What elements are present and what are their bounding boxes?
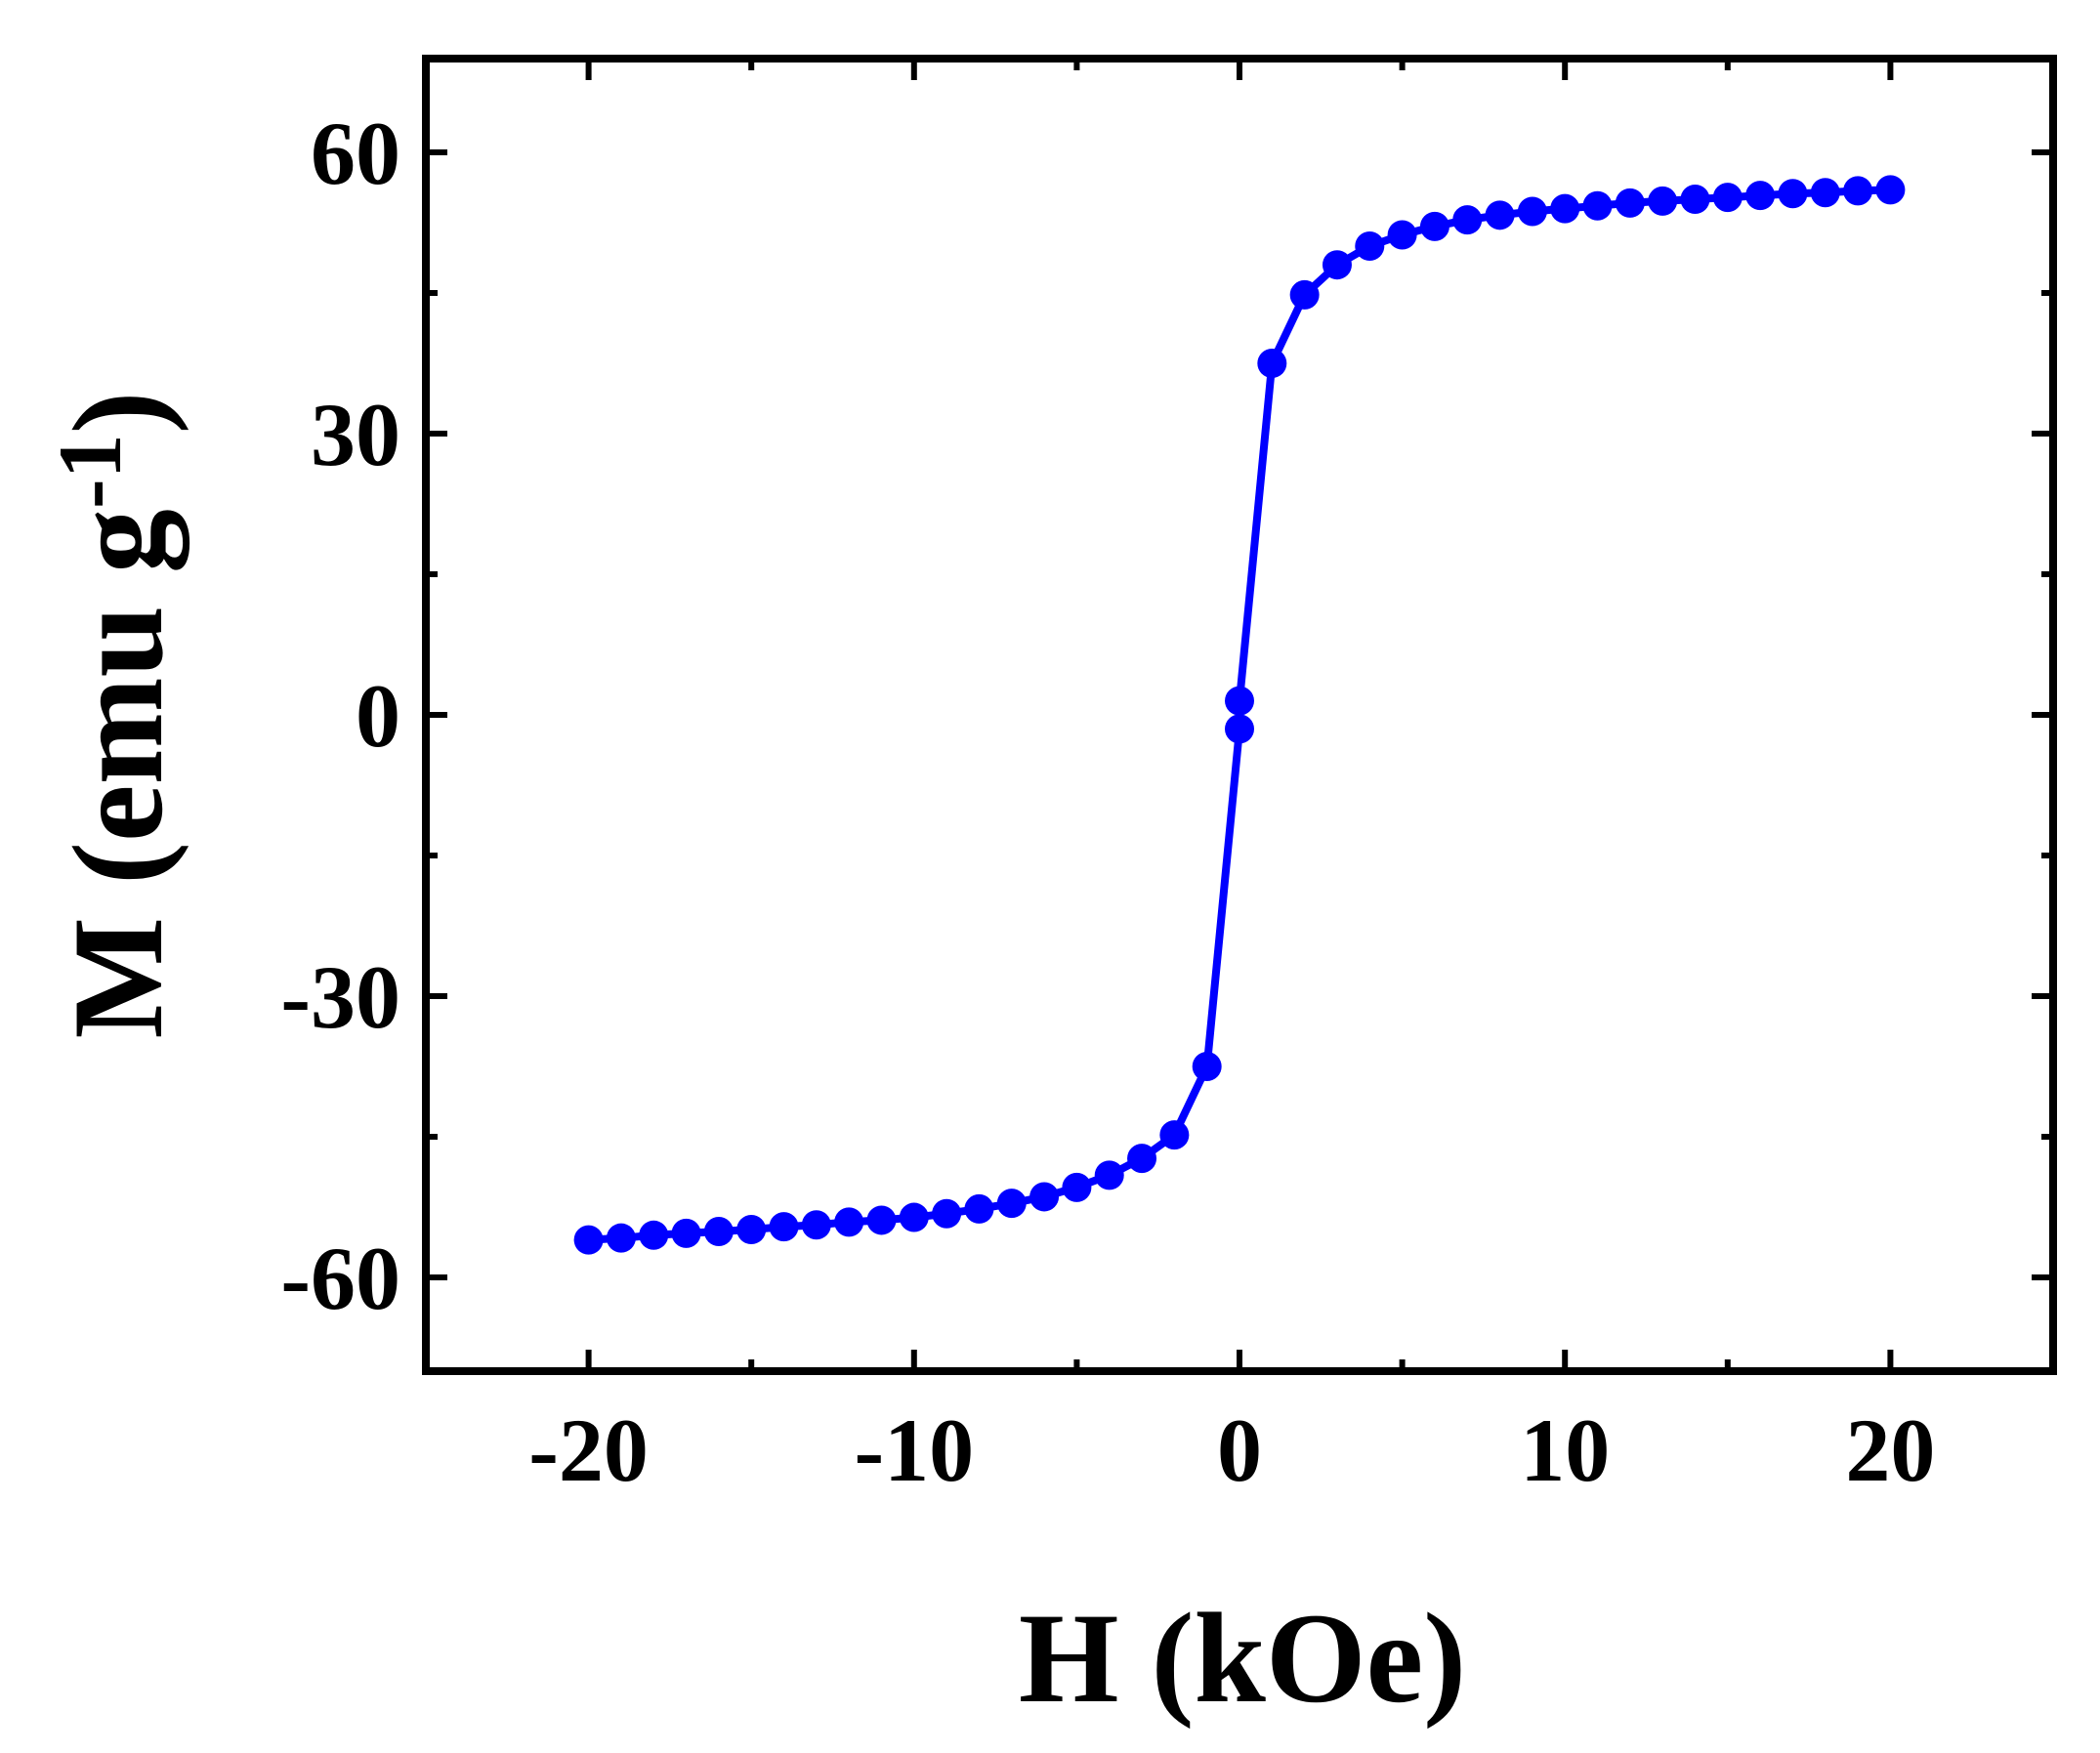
data-point: [1257, 349, 1287, 378]
data-point: [1843, 176, 1873, 206]
data-point: [1225, 714, 1254, 744]
data-point: [1029, 1182, 1060, 1212]
data-series: [573, 175, 1906, 1255]
data-point: [1452, 205, 1483, 235]
data-point: [932, 1198, 962, 1229]
data-point: [1648, 186, 1678, 216]
data-point: [1322, 250, 1352, 280]
x-tick-label: 0: [1217, 1400, 1262, 1500]
data-point: [1778, 179, 1808, 209]
x-tick-labels: -20 -10 0 10 20: [528, 1400, 1935, 1500]
data-point: [1419, 211, 1449, 241]
data-point: [1387, 220, 1417, 250]
data-point: [996, 1189, 1027, 1219]
data-point: [1875, 175, 1906, 205]
data-point: [834, 1207, 864, 1237]
y-tick-label: 0: [356, 666, 400, 766]
data-point: [964, 1193, 994, 1224]
data-point: [769, 1212, 799, 1242]
data-point: [671, 1218, 701, 1248]
y-tick-label: -30: [280, 947, 400, 1047]
y-tick-labels: -60 -30 0 30 60: [280, 104, 400, 1328]
data-point: [1550, 193, 1580, 224]
data-point: [606, 1223, 636, 1253]
data-point: [866, 1205, 897, 1235]
data-point: [1745, 181, 1776, 211]
data-point: [573, 1225, 604, 1255]
data-point: [1192, 1052, 1222, 1081]
data-point: [703, 1216, 734, 1246]
y-axis-title-superscript: -1: [40, 434, 140, 509]
data-point: [1517, 196, 1547, 227]
data-point: [736, 1215, 767, 1245]
data-point: [899, 1202, 929, 1232]
data-point: [1810, 178, 1840, 208]
x-axis-title: H (kOe): [1019, 1586, 1466, 1730]
x-tick-label: -10: [854, 1400, 974, 1500]
x-tick-label: -20: [528, 1400, 649, 1500]
plot-frame: [422, 55, 2057, 1375]
data-point: [1225, 686, 1254, 716]
data-point: [1712, 183, 1743, 213]
data-point: [801, 1210, 831, 1240]
y-axis-title-main: M (emu g: [46, 509, 189, 1039]
data-point: [1355, 231, 1385, 261]
data-point: [1094, 1160, 1124, 1190]
x-tick-label: 10: [1520, 1400, 1610, 1500]
data-point: [1680, 185, 1710, 214]
data-point: [1127, 1144, 1157, 1174]
y-axis-title: M (emu g-1): [40, 391, 189, 1038]
data-point: [1615, 188, 1645, 218]
data-point: [639, 1220, 669, 1250]
data-point: [1289, 279, 1320, 310]
x-tick-label: 20: [1845, 1400, 1935, 1500]
y-tick-label: 30: [311, 385, 400, 484]
y-tick-label: -60: [280, 1229, 400, 1328]
y-tick-label: 60: [311, 104, 400, 203]
y-axis-title-close: ): [46, 391, 189, 434]
data-point: [1062, 1172, 1092, 1202]
data-point: [1485, 200, 1515, 230]
data-point: [1582, 190, 1613, 221]
data-point: [1159, 1120, 1190, 1150]
